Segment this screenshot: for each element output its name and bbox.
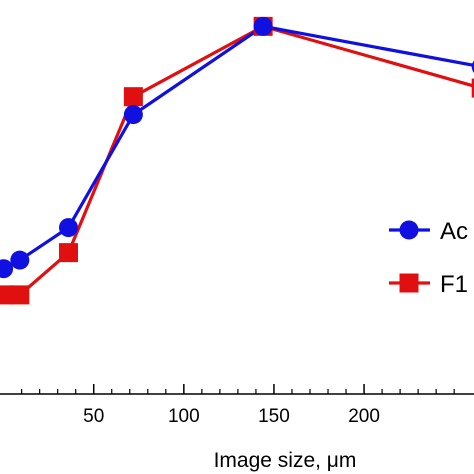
plot-markers	[0, 16, 474, 305]
x-tick-label: 100	[168, 406, 200, 427]
x-axis-title: Image size, μm	[214, 449, 357, 472]
data-point-f1	[58, 243, 78, 263]
x-tick-label: 200	[348, 406, 380, 427]
x-tick-label: 50	[83, 406, 104, 427]
data-point-f1	[123, 87, 143, 107]
data-point-ac	[0, 259, 14, 279]
legend-label-ac: Ac	[440, 218, 468, 245]
data-point-ac	[253, 16, 273, 36]
x-tick-label: 150	[258, 406, 290, 427]
x-ticks: 50 100 150 200	[21, 384, 455, 427]
legend: Ac F1	[389, 218, 468, 298]
data-point-ac	[123, 105, 143, 125]
data-point-ac	[58, 218, 78, 238]
data-point-f1	[471, 78, 474, 98]
legend-label-f1: F1	[440, 271, 468, 298]
data-point-ac	[471, 60, 474, 73]
data-point-f1	[0, 285, 14, 305]
data-point-f1	[10, 285, 30, 305]
legend-marker-ac	[399, 220, 419, 240]
legend-marker-f1	[399, 273, 419, 293]
data-point-ac	[10, 250, 30, 270]
